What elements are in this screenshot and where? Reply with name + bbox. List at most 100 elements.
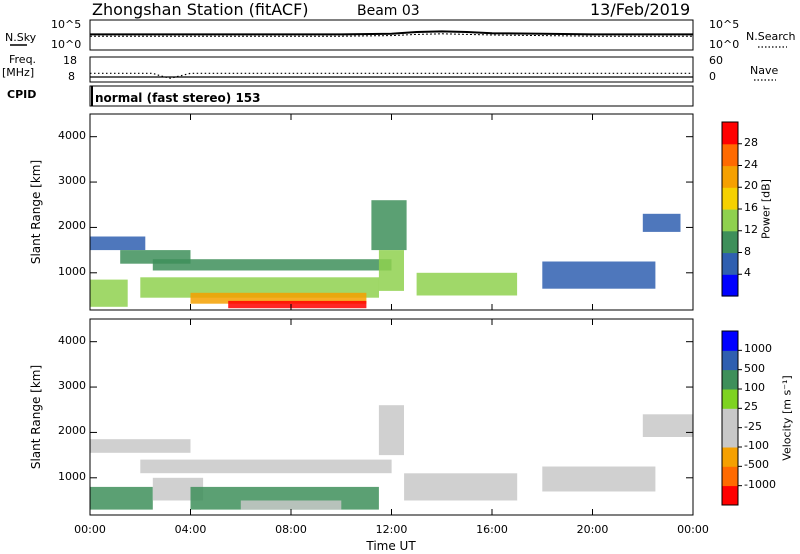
nsky-line [90,30,693,36]
power-colorbar-tick-label-6: 28 [744,135,758,149]
nave-tick-bottom: 0 [709,70,716,83]
velocity-colorbar-swatch-4 [722,408,738,429]
velocity-region-0 [90,439,191,453]
power-region-3 [90,279,128,307]
axis-ticks [89,114,694,515]
nsky-label: N.Sky [5,31,37,44]
velocity-region-8 [542,466,656,492]
power-region-5 [190,292,367,304]
velocity-colorbar-label: Velocity [m s⁻¹] [780,375,794,461]
power-colorbar-tick-label-2: 12 [744,222,758,236]
x-tick-label-5: 20:00 [576,523,609,536]
velocity-colorbar-swatch-7 [722,350,738,371]
power-region-8 [378,250,404,291]
nave-tick-top: 60 [709,54,723,67]
freq-panel-frame [89,56,694,83]
velocity-y-tick-label-0: 1000 [58,469,86,483]
velocity-region-1 [140,459,392,474]
power-colorbar-label: Power [dB] [759,179,773,239]
power-colorbar-swatch-2 [722,230,738,254]
noise-tick-left-bottom: 10^0 [51,38,82,51]
power-region-7 [371,200,407,251]
x-tick-label-1: 04:00 [174,523,207,536]
nsearch-label: N.Search [746,30,796,43]
nsearch-line [90,33,693,37]
freq-tick-bottom: 8 [68,70,75,83]
power-colorbar-swatch-7 [722,122,738,145]
cpid-panel-frame [89,85,694,107]
freq-tick-top: 18 [63,54,77,67]
power-colorbar-tick-label-0: 4 [744,266,751,280]
power-region-10 [542,261,656,289]
power-y-tick-label-1: 2000 [58,219,86,233]
power-colorbar-tick-label-3: 16 [744,201,758,214]
cpid-label: CPID [7,88,37,101]
velocity-colorbar-tick-label-1: 500 [744,361,765,375]
power-y-tick-label-2: 3000 [58,174,86,188]
beam-label: Beam 03 [357,3,420,19]
x-tick-label-2: 08:00 [275,523,307,536]
power-colorbar [722,122,742,297]
velocity-colorbar-tick-label-0: 1000 [744,342,772,356]
x-axis-label: Time UT [366,539,416,553]
freq-line [90,72,693,79]
power-region-4 [140,277,379,298]
velocity-colorbar-swatch-0 [722,485,738,506]
x-tick-label-0: 00:00 [74,523,106,536]
power-colorbar-frame [721,121,739,297]
noise-tick-right-top: 10^5 [709,18,740,31]
station-title: Zhongshan Station (fitACF) [92,0,309,19]
velocity-colorbar [722,331,742,506]
velocity-colorbar-frame [721,330,739,506]
power-y-tick-label-3: 4000 [58,128,86,142]
velocity-y-tick-label-3: 4000 [58,333,86,347]
velocity-y-tick-label-1: 2000 [58,424,86,438]
power-heatmap [90,200,681,309]
velocity-colorbar-tick-label-4: -25 [744,419,762,433]
velocity-region-2 [90,486,153,510]
nave-label: Nave [750,64,779,77]
x-tick-label-4: 16:00 [476,523,508,536]
power-ylabel: Slant Range [km] [29,159,43,265]
date-label: 13/Feb/2019 [590,0,691,19]
freq-label: Freq. [9,53,37,66]
power-colorbar-swatch-6 [722,143,738,167]
velocity-region-9 [642,414,694,437]
power-region-6 [228,300,367,309]
velocity-region-6 [378,405,404,456]
velocity-y-tick-label-2: 3000 [58,379,86,393]
velocity-colorbar-swatch-1 [722,466,738,487]
power-region-11 [642,213,681,232]
x-tick-label-6: 00:00 [677,523,709,536]
velocity-colorbar-tick-label-6: -500 [744,458,769,472]
noise-tick-right-bottom: 10^0 [709,38,740,51]
power-colorbar-swatch-3 [722,209,738,232]
velocity-colorbar-tick-label-7: -1000 [744,477,776,491]
velocity-colorbar-swatch-8 [722,331,738,351]
velocity-heatmap [90,405,694,510]
velocity-colorbar-tick-label-3: 25 [744,400,758,414]
power-region-9 [416,272,518,296]
velocity-region-7 [404,473,518,501]
power-colorbar-swatch-5 [722,165,738,188]
velocity-colorbar-tick-label-2: 100 [744,381,765,394]
velocity-colorbar-swatch-6 [722,369,738,390]
power-region-2 [152,259,392,271]
noise-tick-left-top: 10^5 [51,18,82,31]
freq-unit-label: [MHz] [2,66,35,79]
velocity-colorbar-swatch-3 [722,427,738,448]
power-colorbar-swatch-4 [722,187,738,210]
power-y-tick-label-0: 1000 [58,264,86,278]
x-tick-label-3: 12:00 [375,523,408,536]
cpid-text: normal (fast stereo) 153 [95,91,261,105]
velocity-colorbar-swatch-5 [722,389,738,409]
power-colorbar-tick-label-1: 8 [744,244,751,258]
velocity-region-5 [240,500,342,510]
power-colorbar-swatch-0 [722,274,738,297]
velocity-colorbar-swatch-2 [722,447,738,467]
power-colorbar-tick-label-5: 24 [744,157,758,171]
power-region-0 [90,236,146,251]
power-colorbar-tick-label-4: 20 [744,179,758,193]
power-colorbar-swatch-1 [722,252,738,275]
